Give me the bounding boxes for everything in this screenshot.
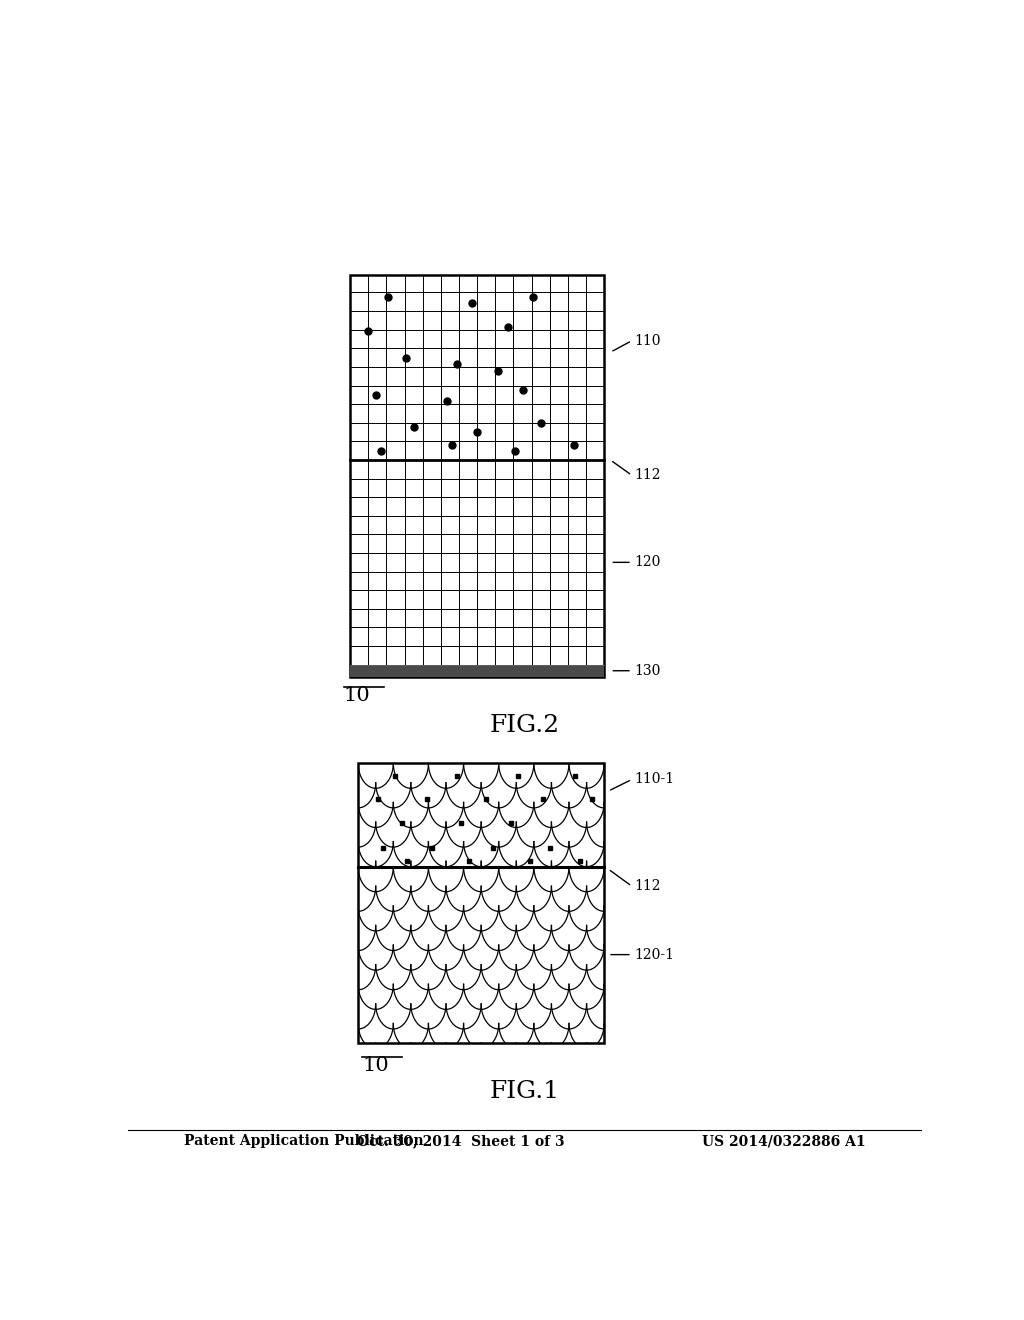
Text: 120-1: 120-1 bbox=[634, 948, 674, 962]
Text: Oct. 30, 2014  Sheet 1 of 3: Oct. 30, 2014 Sheet 1 of 3 bbox=[357, 1134, 565, 1148]
Text: 130: 130 bbox=[634, 664, 660, 677]
Bar bbox=[350, 665, 604, 677]
Bar bbox=[358, 763, 604, 1043]
Text: 10: 10 bbox=[362, 1056, 389, 1074]
Text: FIG.2: FIG.2 bbox=[489, 714, 560, 737]
Text: 110-1: 110-1 bbox=[634, 772, 675, 787]
Text: 10: 10 bbox=[344, 685, 371, 705]
Text: US 2014/0322886 A1: US 2014/0322886 A1 bbox=[702, 1134, 866, 1148]
Text: 112: 112 bbox=[634, 879, 660, 894]
Bar bbox=[350, 276, 604, 677]
Text: FIG.1: FIG.1 bbox=[489, 1080, 560, 1104]
Text: 110: 110 bbox=[634, 334, 660, 347]
Text: 120: 120 bbox=[634, 556, 660, 569]
Text: 112: 112 bbox=[634, 469, 660, 482]
Text: Patent Application Publication: Patent Application Publication bbox=[183, 1134, 423, 1148]
